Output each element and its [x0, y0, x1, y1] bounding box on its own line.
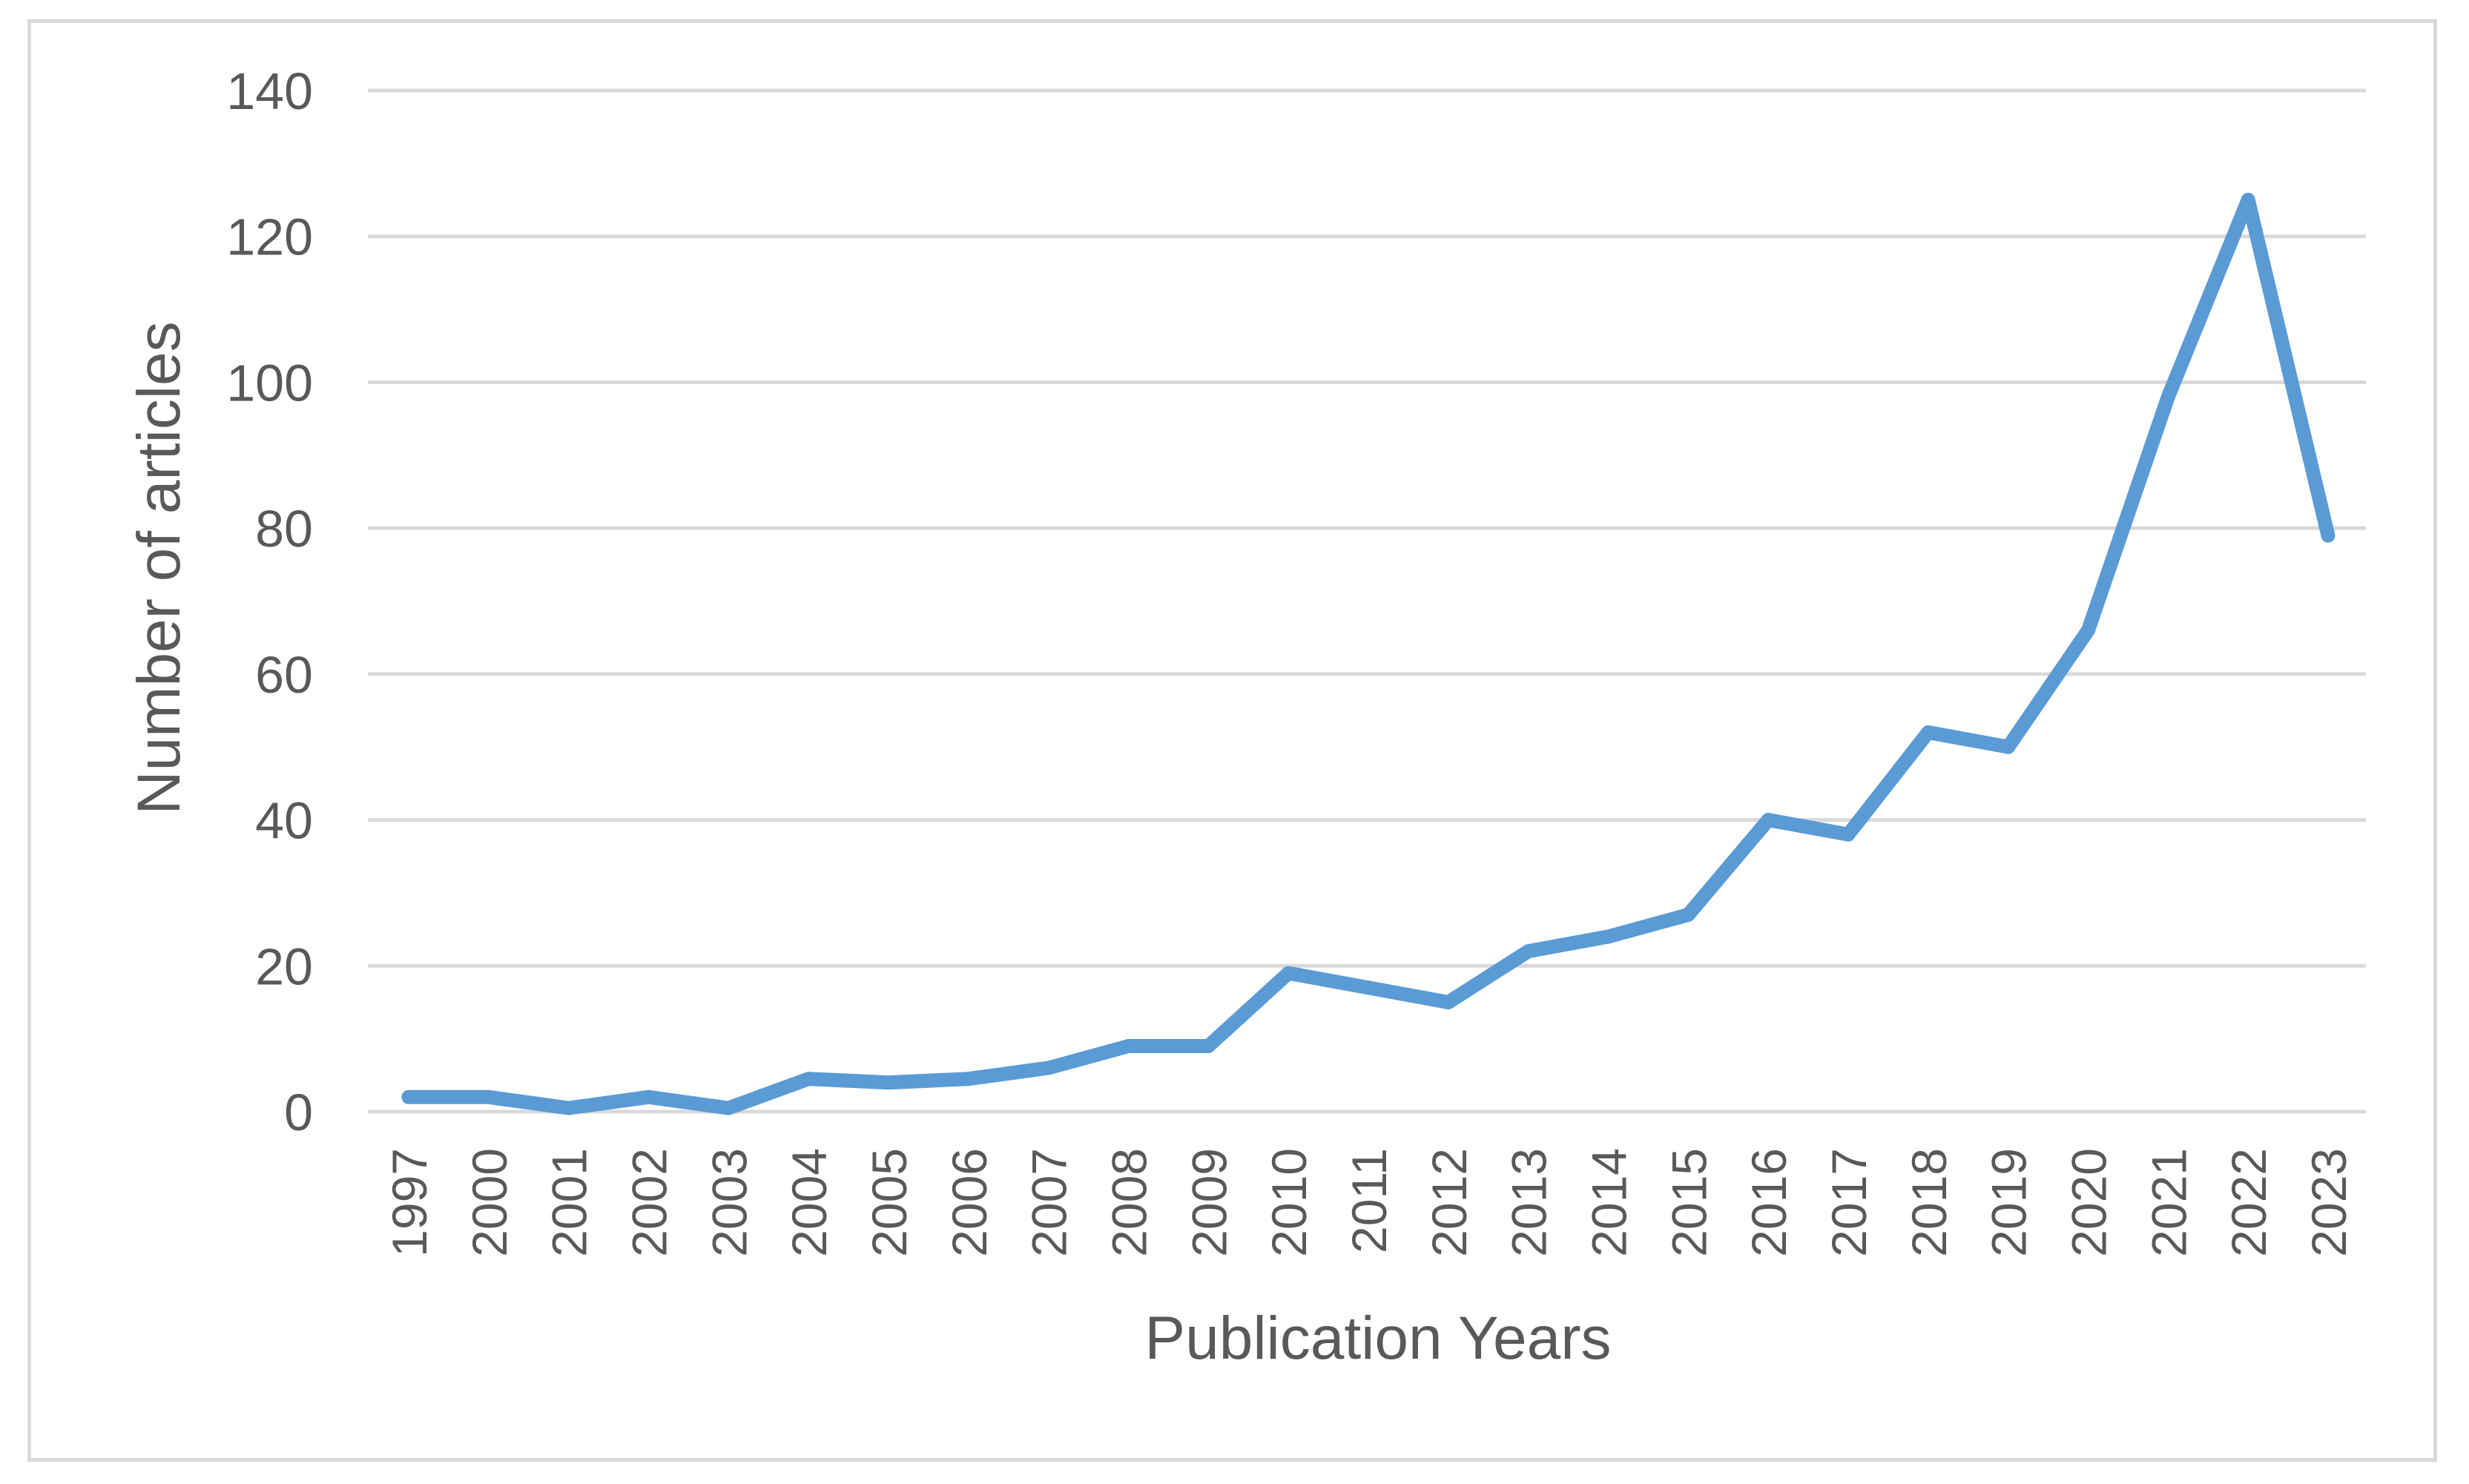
y-tick-label: 40 [255, 792, 313, 850]
x-tick-label: 2020 [2062, 1148, 2117, 1257]
data-point [1601, 929, 1615, 944]
x-tick-label: 2008 [1102, 1148, 1157, 1257]
x-tick-label: 2015 [1661, 1148, 1716, 1257]
x-tick-label: 2001 [542, 1148, 597, 1257]
x-tick-label: 2002 [622, 1148, 677, 1257]
data-point [401, 1089, 416, 1104]
data-point [1841, 827, 1856, 842]
data-point [1761, 813, 1776, 828]
data-point [2160, 389, 2175, 404]
x-tick-label: 2004 [782, 1148, 837, 1257]
y-tick-label: 20 [255, 937, 313, 995]
data-point [801, 1072, 816, 1086]
x-tick-label: 2017 [1822, 1148, 1876, 1257]
x-tick-labels: 1997 2000 2001 2002 2003 2004 2005 2006 2007 2008… [382, 1148, 2356, 1257]
data-point [1921, 725, 1936, 740]
x-tick-label: 2023 [2301, 1148, 2356, 1257]
data-point [1681, 907, 1695, 922]
data-point [881, 1075, 896, 1090]
x-tick-label: 2010 [1262, 1148, 1316, 1257]
y-tick-label: 100 [226, 354, 313, 412]
data-point [2321, 528, 2336, 543]
data-point [1121, 1038, 1135, 1053]
x-tick-label: 2018 [1902, 1148, 1957, 1257]
data-point [1441, 995, 1456, 1009]
x-tick-label: 1997 [382, 1148, 437, 1257]
series-layer [401, 193, 2336, 1115]
x-tick-label: 2012 [1422, 1148, 1477, 1257]
data-point [1281, 966, 1296, 980]
data-point [1521, 944, 1536, 959]
x-tick-label: 2005 [862, 1148, 917, 1257]
x-tick-label: 2000 [462, 1148, 517, 1257]
data-point [2241, 193, 2255, 208]
x-tick-label: 2011 [1342, 1148, 1397, 1253]
x-tick-label: 2009 [1181, 1148, 1236, 1257]
data-point [721, 1101, 736, 1115]
y-tick-labels: 0 20 40 60 80 100 120 140 [226, 62, 313, 1141]
data-point [1201, 1038, 1216, 1053]
y-tick-label: 120 [226, 208, 313, 266]
y-tick-label: 140 [226, 62, 313, 120]
x-axis-title: Publication Years [1144, 1305, 1611, 1372]
data-point [481, 1089, 496, 1104]
y-tick-label: 0 [284, 1084, 313, 1141]
y-axis-title: Number of articles [125, 321, 193, 814]
data-point [2001, 739, 2016, 754]
series-line [401, 193, 2336, 1115]
data-point [1361, 980, 1376, 995]
x-tick-label: 2014 [1582, 1148, 1637, 1257]
x-tick-label: 2013 [1502, 1148, 1557, 1257]
x-tick-label: 2007 [1022, 1148, 1077, 1257]
x-tick-label: 2006 [942, 1148, 997, 1257]
data-point [2081, 623, 2095, 638]
y-tick-label: 80 [255, 500, 313, 558]
data-point [642, 1089, 656, 1104]
y-tick-label: 60 [255, 646, 313, 704]
x-tick-label: 2019 [1982, 1148, 2037, 1257]
x-tick-label: 2016 [1741, 1148, 1796, 1257]
data-point [561, 1101, 576, 1115]
x-tick-label: 2022 [2221, 1148, 2276, 1257]
chart-frame [27, 19, 2437, 1462]
x-tick-label: 2021 [2141, 1148, 2196, 1257]
gridlines [368, 88, 2366, 1114]
x-tick-label: 2003 [702, 1148, 756, 1257]
data-point [961, 1072, 976, 1086]
data-point [1041, 1061, 1056, 1075]
